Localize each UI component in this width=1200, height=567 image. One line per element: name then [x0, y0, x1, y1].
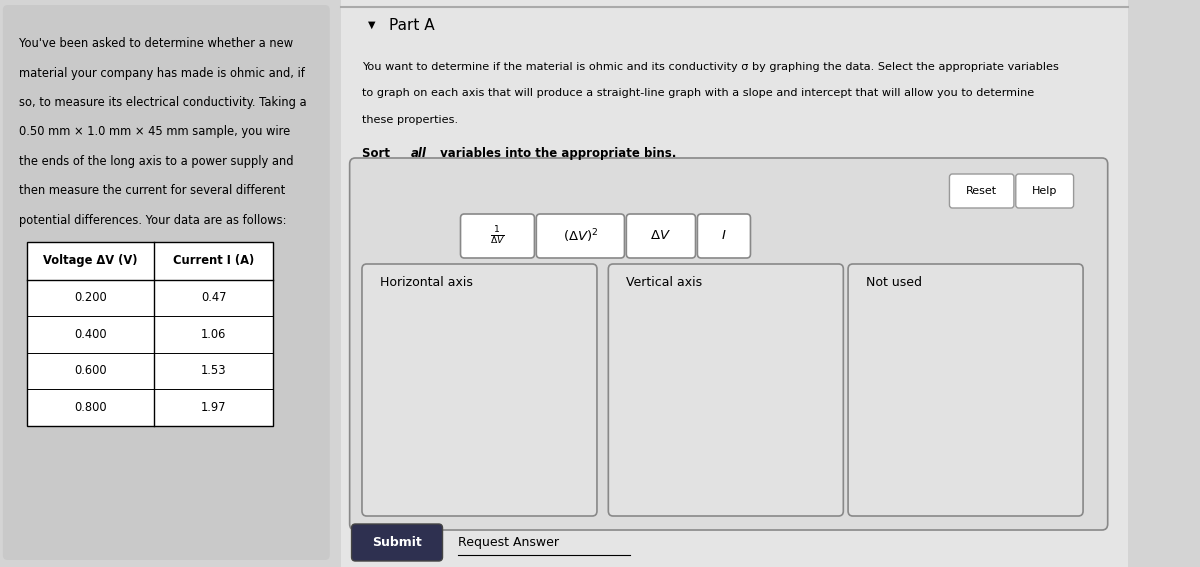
FancyBboxPatch shape	[349, 158, 1108, 530]
Text: Submit: Submit	[372, 536, 422, 549]
Text: You want to determine if the material is ohmic and its conductivity σ by graphin: You want to determine if the material is…	[362, 62, 1058, 72]
Text: 0.400: 0.400	[74, 328, 107, 341]
Text: these properties.: these properties.	[362, 115, 458, 125]
Text: Horizontal axis: Horizontal axis	[380, 276, 473, 289]
Text: 1.06: 1.06	[200, 328, 227, 341]
Text: Current I (A): Current I (A)	[173, 254, 254, 267]
Text: all: all	[412, 147, 427, 160]
Text: Part A: Part A	[389, 18, 434, 32]
Text: 0.200: 0.200	[74, 291, 107, 304]
Text: ▼: ▼	[367, 20, 376, 30]
Text: 0.50 mm × 1.0 mm × 45 mm sample, you wire: 0.50 mm × 1.0 mm × 45 mm sample, you wir…	[19, 125, 290, 138]
Text: variables into the appropriate bins.: variables into the appropriate bins.	[436, 147, 677, 160]
Bar	[341, 0, 1128, 567]
FancyBboxPatch shape	[848, 264, 1084, 516]
FancyBboxPatch shape	[461, 214, 534, 258]
Text: $\frac{1}{\Delta V}$: $\frac{1}{\Delta V}$	[490, 225, 505, 247]
Text: 1.97: 1.97	[200, 401, 227, 414]
Text: so, to measure its electrical conductivity. Taking a: so, to measure its electrical conductivi…	[19, 96, 306, 109]
Text: Voltage ΔV (V): Voltage ΔV (V)	[43, 254, 138, 267]
Text: 1.53: 1.53	[200, 364, 227, 377]
Text: then measure the current for several different: then measure the current for several dif…	[19, 184, 286, 197]
FancyBboxPatch shape	[2, 5, 330, 560]
Text: potential differences. Your data are as follows:: potential differences. Your data are as …	[19, 214, 287, 227]
Text: Sort: Sort	[362, 147, 394, 160]
FancyBboxPatch shape	[949, 174, 1014, 208]
Text: You've been asked to determine whether a new: You've been asked to determine whether a…	[19, 37, 293, 50]
Text: to graph on each axis that will produce a straight-line graph with a slope and i: to graph on each axis that will produce …	[362, 88, 1034, 99]
FancyBboxPatch shape	[697, 214, 750, 258]
Text: the ends of the long axis to a power supply and: the ends of the long axis to a power sup…	[19, 155, 294, 168]
Text: $(\Delta V)^2$: $(\Delta V)^2$	[563, 227, 598, 245]
Text: 0.600: 0.600	[74, 364, 107, 377]
FancyBboxPatch shape	[608, 264, 844, 516]
FancyBboxPatch shape	[352, 524, 443, 561]
Bar	[26, 242, 272, 425]
FancyBboxPatch shape	[536, 214, 624, 258]
Text: Help: Help	[1032, 186, 1057, 196]
Text: Request Answer: Request Answer	[457, 536, 559, 549]
Text: Vertical axis: Vertical axis	[626, 276, 702, 289]
Text: $I$: $I$	[721, 230, 727, 243]
FancyBboxPatch shape	[626, 214, 696, 258]
Text: 0.800: 0.800	[74, 401, 107, 414]
FancyBboxPatch shape	[1015, 174, 1074, 208]
Text: material your company has made is ohmic and, if: material your company has made is ohmic …	[19, 66, 305, 79]
Text: $\Delta V$: $\Delta V$	[650, 230, 671, 243]
Text: Not used: Not used	[866, 276, 922, 289]
FancyBboxPatch shape	[362, 264, 596, 516]
Text: 0.47: 0.47	[200, 291, 227, 304]
Text: Reset: Reset	[966, 186, 997, 196]
